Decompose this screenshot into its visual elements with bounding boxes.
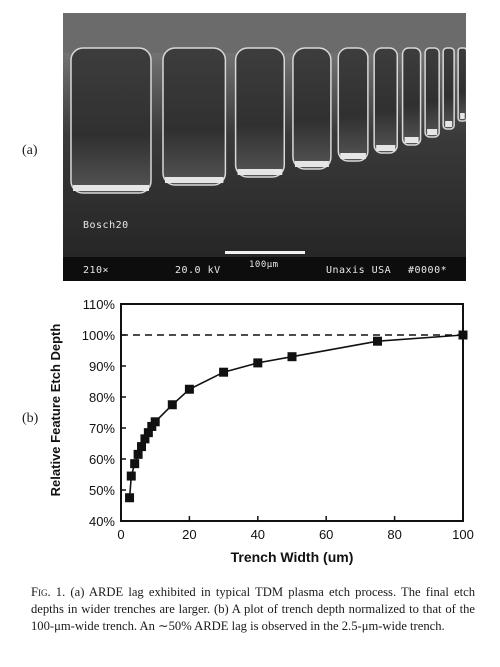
sem-trench-floor: [376, 145, 396, 151]
x-tick-label: 100: [452, 527, 474, 542]
y-tick-label: 100%: [82, 328, 116, 343]
sem-trench: [70, 47, 152, 194]
y-tick-label: 60%: [89, 452, 115, 467]
sem-trench: [457, 47, 466, 122]
sem-trench-floor: [445, 121, 453, 127]
sem-trench-floor: [340, 153, 366, 159]
sem-trench: [424, 47, 440, 138]
x-axis-label: Trench Width (um): [231, 549, 354, 565]
sem-trench: [162, 47, 227, 186]
data-point: [147, 421, 157, 431]
sem-trench: [337, 47, 369, 162]
y-tick-label: 80%: [89, 390, 115, 405]
data-point: [287, 352, 297, 362]
x-tick-label: 60: [319, 527, 333, 542]
sem-trench: [234, 47, 286, 178]
sem-scale-label: 100μm: [249, 260, 279, 270]
sem-info-bar: [63, 257, 466, 281]
data-point: [140, 434, 150, 444]
sem-trench-floor: [165, 177, 224, 183]
figure-number: Fig. 1.: [31, 585, 66, 599]
sem-scale-bar: [225, 251, 305, 254]
y-tick-label: 40%: [89, 514, 115, 529]
panel-b-label: (b): [22, 411, 39, 426]
sem-vendor: Unaxis USA: [326, 265, 392, 276]
sem-trench-floor: [427, 129, 438, 135]
sem-voltage: 20.0 kV: [175, 265, 221, 276]
sem-sample-label: Bosch20: [83, 220, 129, 231]
sem-trench: [442, 47, 455, 130]
x-tick-label: 80: [387, 527, 401, 542]
data-point: [373, 336, 382, 346]
etch-depth-chart: 0 20 40 60 80 100 40% 50% 60% 70% 80% 90% 100% 110% T…: [48, 297, 474, 565]
x-tick-label: 40: [251, 527, 265, 542]
y-tick-label: 50%: [89, 483, 115, 498]
x-tick-label: 0: [117, 527, 124, 542]
data-point: [219, 367, 229, 377]
data-point: [125, 493, 135, 503]
data-point: [137, 442, 147, 452]
data-point: [143, 428, 153, 438]
x-tick-label: 20: [182, 527, 196, 542]
data-point: [184, 384, 194, 394]
sem-trench: [292, 47, 332, 170]
y-tick-label: 110%: [83, 297, 116, 312]
sem-trench: [373, 47, 398, 154]
sem-trench-floor: [460, 113, 465, 119]
panel-a-label: (a): [22, 143, 38, 158]
sem-trench-floor: [237, 169, 283, 175]
data-point: [458, 330, 468, 340]
sem-micrograph: Bosch20 210× 20.0 kV 100μm Unaxis USA #0…: [63, 13, 466, 281]
sem-trench-floor: [404, 137, 419, 143]
sem-trench-floor: [73, 185, 149, 191]
sem-trench-floor: [294, 161, 329, 167]
y-axis-label: Relative Feature Etch Depth: [48, 324, 63, 497]
data-point: [167, 400, 177, 410]
plot-frame: [120, 303, 464, 522]
data-point: [130, 459, 140, 469]
data-point: [126, 471, 136, 481]
data-point: [253, 358, 263, 368]
data-point: [150, 417, 160, 427]
sem-magnification: 210×: [83, 265, 110, 276]
data-point: [133, 449, 143, 459]
figure-caption: Fig. 1. (a) ARDE lag exhibited in typica…: [31, 584, 475, 635]
y-tick-label: 90%: [89, 359, 115, 374]
sem-trench: [401, 47, 422, 146]
caption-text: (a) ARDE lag exhibited in typical TDM pl…: [31, 585, 475, 633]
sem-trench-image: [63, 13, 466, 257]
sem-image-id: #0000*: [408, 265, 448, 276]
y-tick-label: 70%: [89, 421, 115, 436]
